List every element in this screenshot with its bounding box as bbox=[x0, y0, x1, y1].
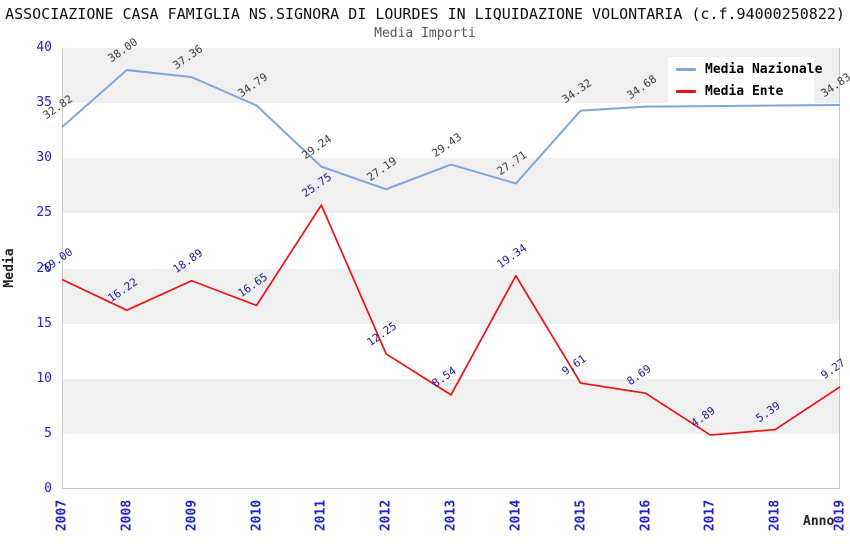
x-tick-label: 2009 bbox=[184, 499, 200, 532]
x-tick-label: 2016 bbox=[638, 499, 653, 532]
x-tick-label: 2010 bbox=[249, 499, 264, 532]
grid-band bbox=[63, 158, 839, 214]
y-tick-label: 30 bbox=[36, 150, 52, 166]
x-tick-label: 2014 bbox=[508, 499, 524, 532]
media-ente-line-swatch-icon bbox=[676, 90, 696, 93]
legend: Media Nazionale Media Ente bbox=[668, 57, 822, 104]
y-tick-label: 35 bbox=[36, 95, 52, 111]
legend-entry-media-nazionale: Media Nazionale bbox=[676, 62, 822, 77]
y-axis-title: Media bbox=[2, 248, 17, 288]
chart-subtitle: Media Importi bbox=[374, 26, 476, 41]
x-tick-label: 2017 bbox=[702, 499, 718, 532]
chart-title: ASSOCIAZIONE CASA FAMIGLIA NS.SIGNORA DI… bbox=[5, 5, 845, 23]
y-tick-label: 10 bbox=[36, 370, 52, 386]
x-tick-label: 2018 bbox=[767, 499, 783, 532]
media-nazionale-line-swatch-icon bbox=[676, 68, 696, 71]
legend-label: Media Nazionale bbox=[705, 62, 823, 77]
x-tick-label: 2015 bbox=[573, 499, 589, 532]
x-tick-label: 2008 bbox=[119, 499, 135, 532]
x-axis-title: Anno bbox=[803, 514, 835, 529]
grid-band bbox=[63, 378, 839, 434]
y-tick-label: 15 bbox=[36, 315, 52, 331]
y-tick-label: 25 bbox=[36, 205, 52, 221]
y-tick-label: 20 bbox=[36, 260, 52, 276]
legend-entry-media-ente: Media Ente bbox=[676, 84, 814, 99]
media-nazionale-line bbox=[61, 69, 841, 191]
x-tick-label: 2013 bbox=[443, 499, 459, 532]
x-tick-label: 2012 bbox=[378, 499, 394, 532]
y-tick-label: 5 bbox=[44, 425, 52, 441]
grid-band bbox=[63, 268, 839, 324]
x-tick-label: 2007 bbox=[54, 499, 70, 532]
x-tick-label: 2011 bbox=[313, 499, 329, 532]
y-tick-label: 40 bbox=[36, 40, 52, 55]
media-ente-line bbox=[61, 204, 841, 436]
y-tick-label: 0 bbox=[44, 481, 52, 496]
legend-label: Media Ente bbox=[705, 84, 784, 99]
